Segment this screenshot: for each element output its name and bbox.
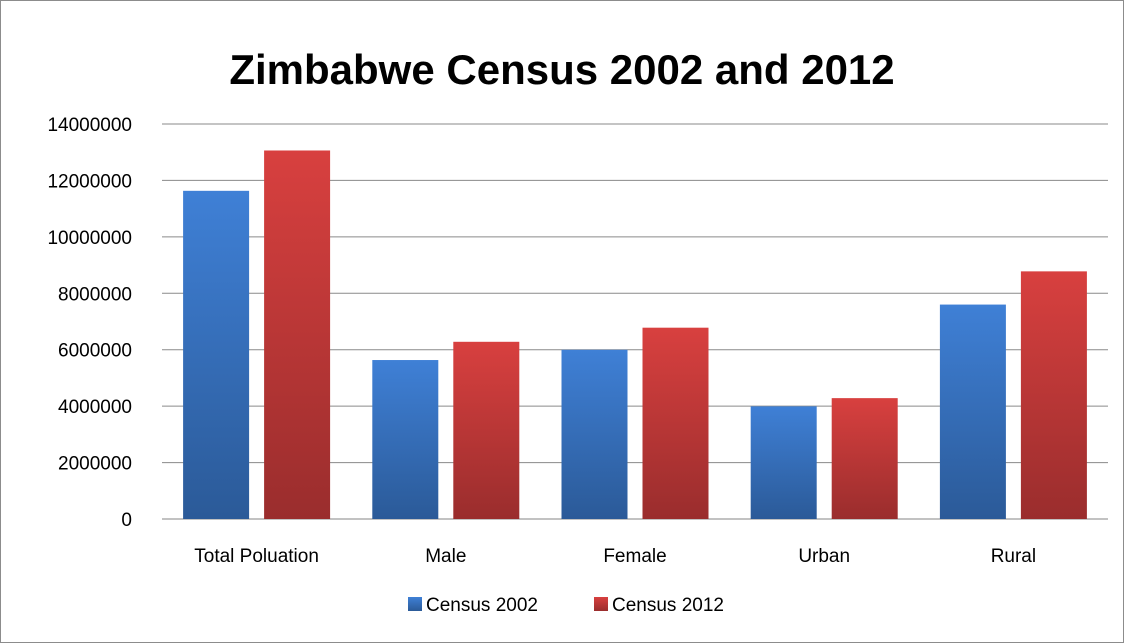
legend: Census 2002 Census 2012 xyxy=(408,595,724,616)
y-tick-label: 14000000 xyxy=(47,115,132,136)
y-tick-label: 6000000 xyxy=(58,341,132,362)
x-category-label: Total Poluation xyxy=(194,546,319,567)
bars xyxy=(183,150,1087,520)
bar-census-2002 xyxy=(750,406,817,519)
y-axis-ticks: 0 2000000 4000000 6000000 8000000 10000000 120… xyxy=(47,115,132,531)
legend-label: Census 2012 xyxy=(612,595,724,616)
x-category-label: Female xyxy=(603,546,666,567)
bar-census-2012 xyxy=(642,327,709,519)
legend-label: Census 2002 xyxy=(426,595,538,616)
bar-census-2012 xyxy=(453,341,520,519)
bar-census-2002 xyxy=(561,349,628,519)
bar-census-2012 xyxy=(264,150,331,520)
x-category-label: Urban xyxy=(798,546,850,567)
y-tick-label: 4000000 xyxy=(58,397,132,418)
x-category-label: Male xyxy=(425,546,466,567)
bar-census-2002 xyxy=(183,190,250,519)
x-category-label: Rural xyxy=(991,546,1036,567)
bar-census-2012 xyxy=(831,398,898,519)
bar-census-2012 xyxy=(1020,271,1087,519)
legend-swatch xyxy=(594,597,608,611)
bar-census-2002 xyxy=(939,304,1006,519)
x-axis-categories: Total Poluation Male Female Urban Rural xyxy=(194,546,1036,567)
chart-title: Zimbabwe Census 2002 and 2012 xyxy=(229,46,894,93)
y-tick-label: 12000000 xyxy=(47,171,132,192)
y-tick-label: 0 xyxy=(121,510,132,531)
y-tick-label: 2000000 xyxy=(58,454,132,475)
bar-census-2002 xyxy=(372,360,439,519)
legend-swatch xyxy=(408,597,422,611)
y-tick-label: 10000000 xyxy=(47,228,132,249)
y-tick-label: 8000000 xyxy=(58,284,132,305)
